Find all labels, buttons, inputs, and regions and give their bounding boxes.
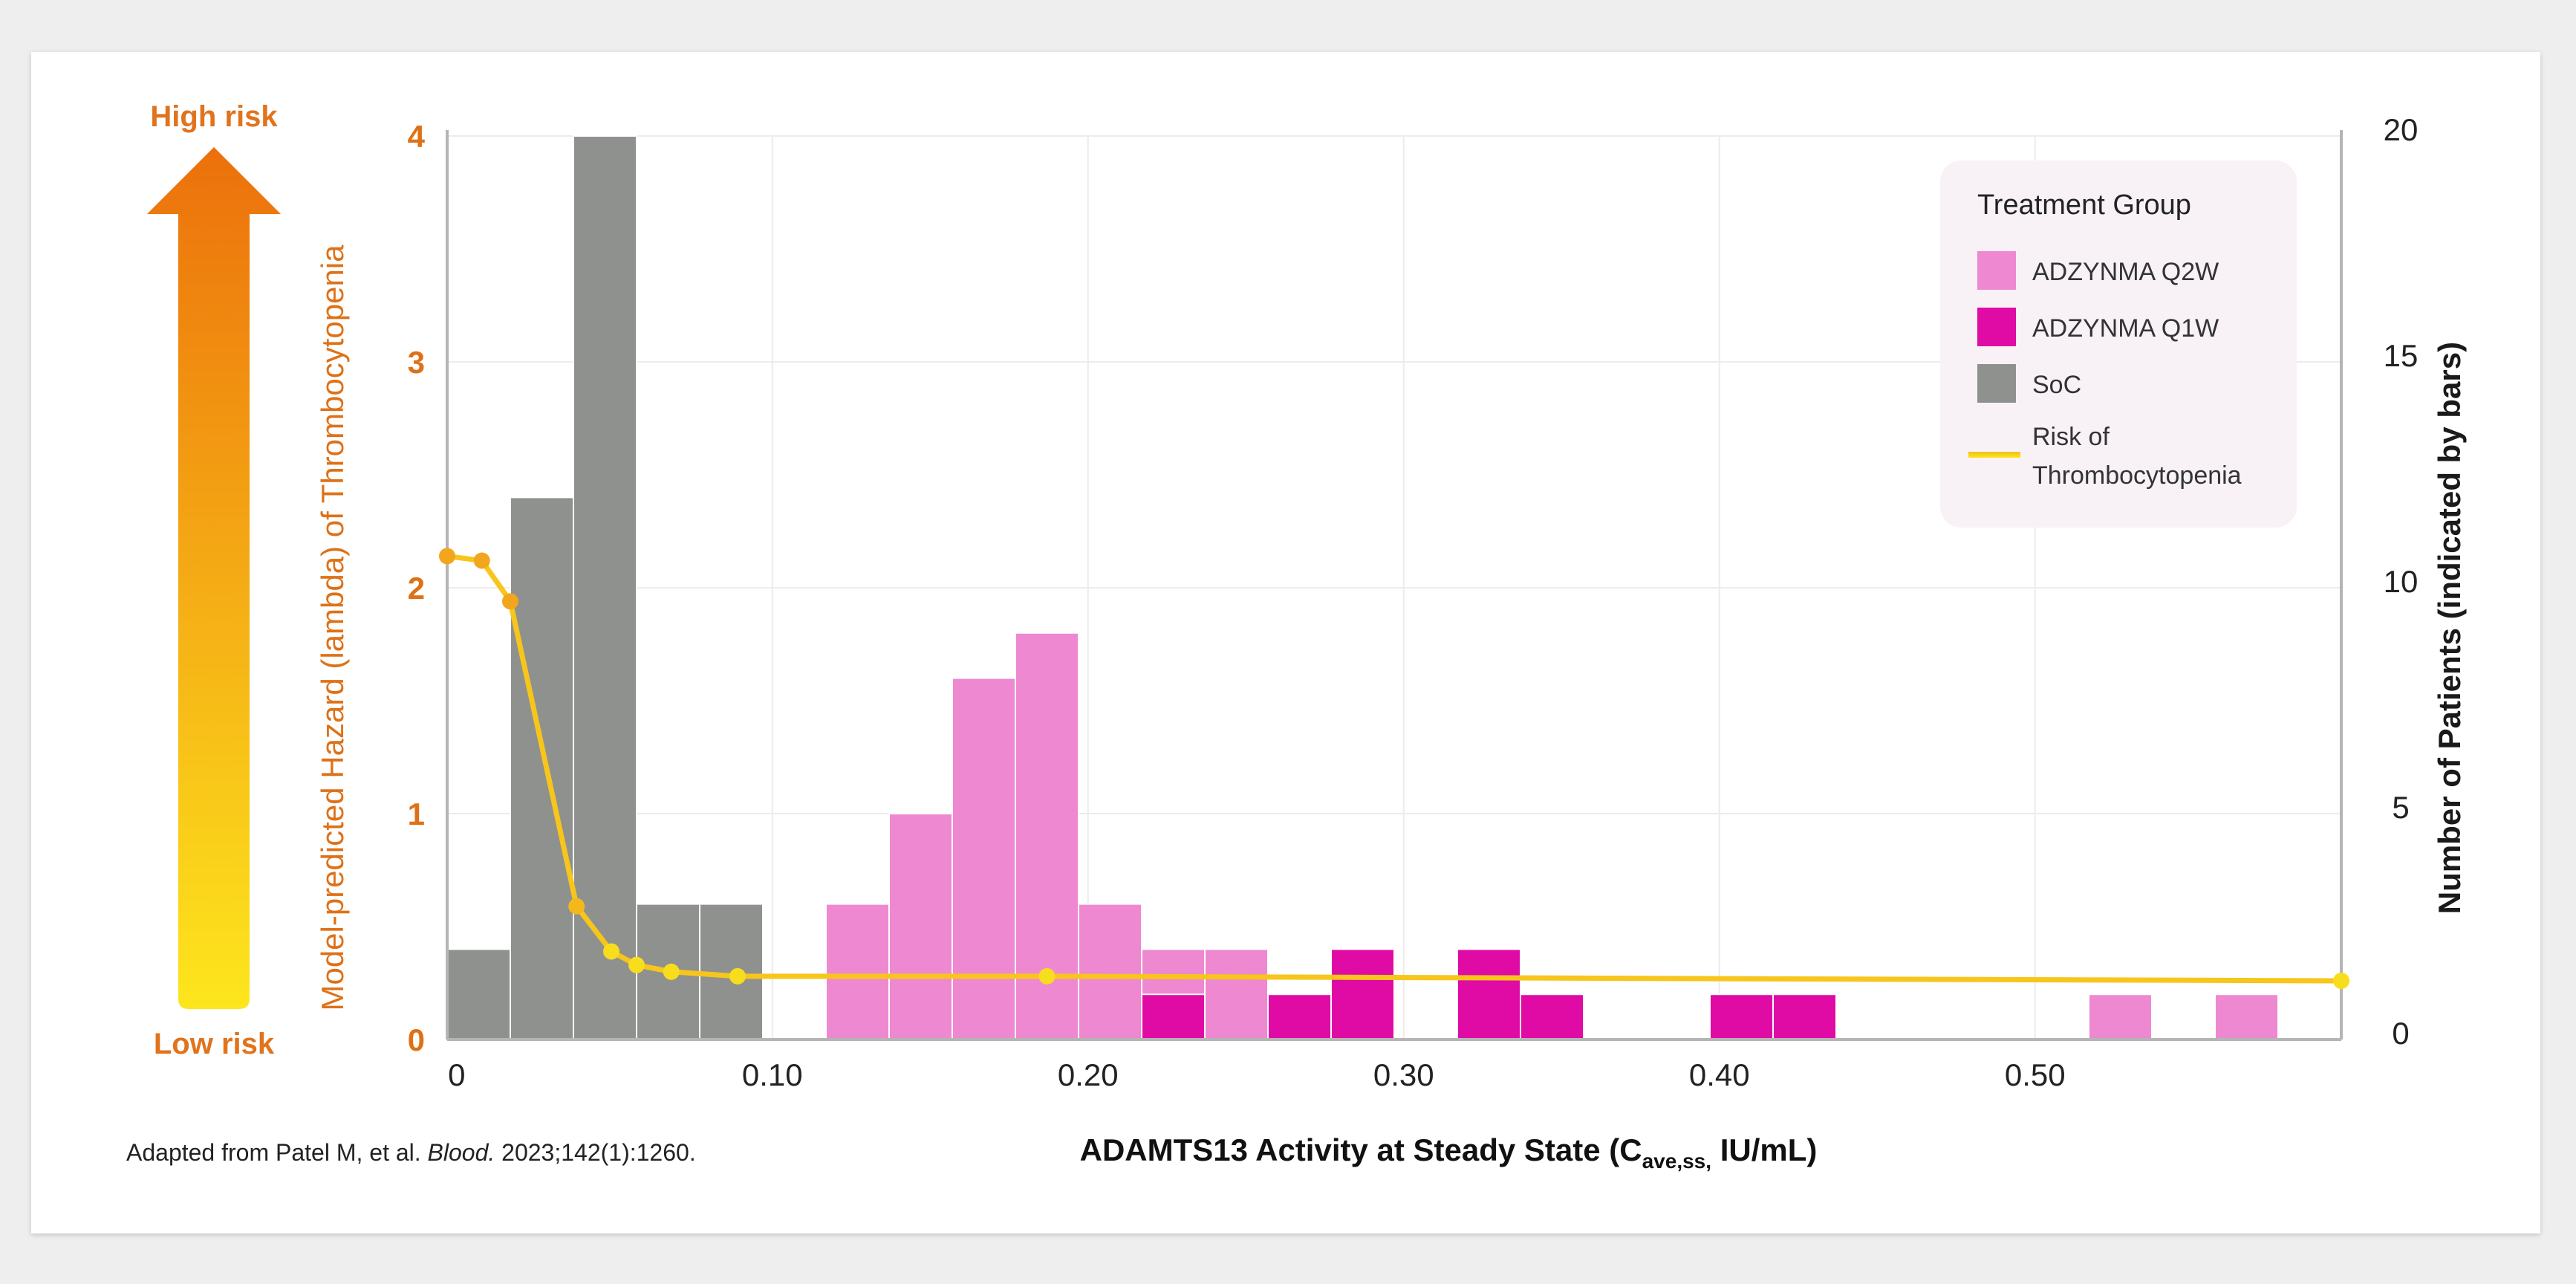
high-risk-label: High risk [150, 100, 278, 133]
y-left-tick-label-0: 0 [408, 1022, 425, 1057]
tick-labels: 0 0.10 0.20 0.30 0.40 0.50 0 1 2 3 4 0 5 10 15 20 [408, 112, 2419, 1092]
risk-point-2 [502, 593, 518, 610]
x-tick-label-5: 0.50 [2005, 1057, 2066, 1092]
citation-footnote: Adapted from Patel M, et al. Blood. 2023… [126, 1139, 696, 1166]
bar-adzynma-q1w-0 [1141, 993, 1206, 1040]
legend-label-risk-line-1: Risk of [2032, 423, 2110, 451]
legend-swatch-q1w [1977, 308, 2016, 346]
bar-adzynma-q1w-6 [1772, 993, 1837, 1040]
y-right-axis-label: Number of Patients (indicated by bars) [2432, 342, 2467, 914]
bar-adzynma-q2w-8 [2214, 993, 2279, 1040]
legend-background [1940, 160, 2297, 528]
y-left-tick-label-2: 2 [408, 571, 425, 606]
x-tick-label-2: 0.20 [1058, 1057, 1119, 1092]
x-tick-label-3: 0.30 [1373, 1057, 1434, 1092]
risk-point-0 [439, 548, 455, 565]
legend-swatch-soc [1977, 364, 2016, 403]
legend-swatch-risk-line [1968, 452, 2020, 458]
legend-label-soc: SoC [2032, 371, 2081, 399]
chart-card: High risk Low risk Model-predicted Hazar… [31, 52, 2540, 1233]
risk-point-4 [603, 943, 619, 960]
bar-soc-0 [446, 948, 511, 1041]
bar-adzynma-q2w-6 [1204, 948, 1269, 1041]
x-axis-label: ADAMTS13 Activity at Steady State (Cave,… [1080, 1132, 1818, 1173]
risk-point-3 [568, 898, 585, 915]
bar-adzynma-q2w-0 [825, 903, 890, 1040]
y-right-tick-label-3: 15 [2384, 338, 2419, 373]
axes [446, 130, 2343, 1041]
histogram-bars [446, 135, 2279, 1041]
risk-arrow-icon [147, 147, 281, 1009]
risk-point-1 [473, 552, 490, 569]
legend-label-q1w: ADZYNMA Q1W [2032, 314, 2219, 343]
bar-adzynma-q1w-3 [1457, 948, 1521, 1041]
risk-line-series [439, 548, 2349, 989]
risk-scale: High risk Low risk [147, 100, 281, 1060]
bar-adzynma-q1w-2 [1330, 948, 1395, 1041]
bar-adzynma-q2w-2 [952, 677, 1016, 1040]
bar-adzynma-q2w-7 [2088, 993, 2153, 1040]
x-tick-label-1: 0.10 [742, 1057, 803, 1092]
bar-adzynma-q2w-1 [888, 813, 953, 1040]
low-risk-label: Low risk [154, 1028, 275, 1060]
y-right-tick-label-0: 0 [2392, 1016, 2409, 1051]
legend-swatch-q2w [1977, 251, 2016, 290]
y-right-tick-label-4: 20 [2384, 112, 2419, 147]
y-left-tick-label-4: 4 [408, 119, 426, 154]
bar-adzynma-q2w-4 [1078, 903, 1142, 1040]
legend: Treatment Group ADZYNMA Q2W ADZYNMA Q1W … [1940, 160, 2297, 528]
y-left-tick-label-1: 1 [408, 797, 425, 831]
grid-lines [447, 135, 2341, 1040]
bar-adzynma-q1w-5 [1709, 993, 1774, 1040]
chart: High risk Low risk Model-predicted Hazar… [126, 100, 2467, 1173]
risk-line [446, 553, 2342, 984]
risk-point-9 [2333, 972, 2349, 989]
y-left-tick-label-3: 3 [408, 345, 425, 380]
legend-label-risk-line-2: Thrombocytopenia [2032, 461, 2242, 490]
y-right-tick-label-2: 10 [2384, 564, 2419, 599]
risk-point-8 [1038, 967, 1056, 985]
legend-label-q2w: ADZYNMA Q2W [2032, 258, 2219, 286]
y-right-tick-label-1: 5 [2392, 790, 2409, 825]
risk-point-5 [628, 956, 645, 973]
y-left-axis-label: Model-predicted Hazard (lambda) of Throm… [315, 244, 350, 1011]
x-tick-label-4: 0.40 [1689, 1057, 1750, 1092]
bar-adzynma-q1w-1 [1267, 993, 1332, 1040]
risk-point-6 [663, 963, 680, 980]
x-tick-label-0: 0 [448, 1057, 465, 1092]
bar-adzynma-q1w-4 [1520, 993, 1584, 1040]
bar-soc-1 [510, 496, 574, 1040]
legend-title: Treatment Group [1977, 189, 2191, 221]
risk-point-7 [729, 967, 746, 985]
